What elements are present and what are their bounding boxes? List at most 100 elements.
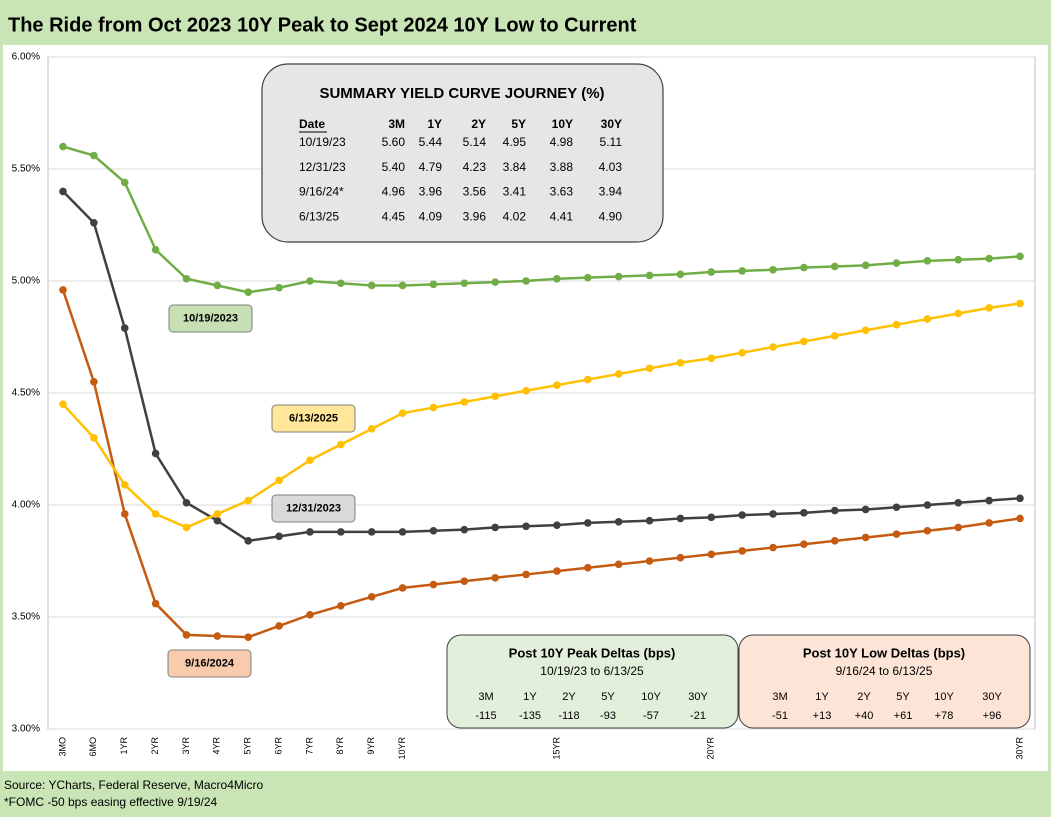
- series-point: [892, 259, 901, 267]
- delta-value: +13: [813, 710, 832, 722]
- series-point: [90, 151, 98, 160]
- series-point: [800, 540, 808, 548]
- series-point: [120, 324, 129, 332]
- series-point: [614, 370, 623, 378]
- summary-cell: 5.11: [600, 135, 623, 149]
- series-line: [62, 145, 1021, 294]
- series-point: [491, 574, 499, 582]
- summary-cell: 4.23: [463, 160, 487, 174]
- series-point: [645, 271, 654, 280]
- series-point: [367, 528, 376, 536]
- series-point: [769, 266, 777, 274]
- series-point: [306, 456, 314, 465]
- series-point: [275, 622, 283, 630]
- series-point: [491, 278, 499, 286]
- series-point: [59, 142, 67, 151]
- series-point: [954, 255, 963, 264]
- summary-cell: 9/16/24*: [299, 185, 344, 199]
- series-point: [861, 533, 870, 542]
- delta-value: -118: [558, 710, 579, 722]
- series-point: [645, 364, 654, 373]
- source-note: Source: YCharts, Federal Reserve, Macro4…: [4, 778, 264, 792]
- series-point: [244, 537, 253, 545]
- series-label-box: [271, 404, 356, 433]
- series-point: [707, 550, 716, 559]
- summary-header: 1Y: [427, 117, 442, 131]
- delta-header: 5Y: [601, 691, 615, 703]
- y-tick-label: 3.50%: [12, 612, 40, 623]
- summary-cell: 4.03: [599, 160, 623, 174]
- x-tick-label: 6YR: [273, 737, 283, 755]
- series-point: [367, 593, 376, 601]
- delta-value: +78: [935, 710, 954, 722]
- series-point: [954, 523, 963, 532]
- series-point: [90, 378, 98, 386]
- summary-cell: 4.02: [503, 209, 527, 223]
- summary-cell: 3.96: [463, 209, 487, 223]
- series-point: [120, 510, 129, 518]
- series-point: [676, 553, 685, 562]
- summary-cell: 12/31/23: [299, 160, 346, 174]
- series-point: [676, 358, 685, 367]
- summary-header: 10Y: [552, 117, 573, 131]
- delta-header: 3M: [772, 691, 787, 703]
- delta-value: -57: [643, 710, 659, 722]
- summary-cell: 5.14: [463, 135, 487, 149]
- summary-cell: 4.41: [550, 209, 574, 223]
- summary-cell: 4.09: [419, 209, 443, 223]
- x-tick-label: 8YR: [335, 737, 345, 755]
- series-point: [275, 283, 283, 292]
- delta-header: 2Y: [562, 691, 576, 703]
- series-point: [522, 522, 530, 531]
- summary-cell: 5.60: [382, 135, 406, 149]
- x-tick-label: 2YR: [150, 737, 160, 755]
- series-point: [337, 528, 345, 536]
- delta-value: +40: [855, 710, 874, 722]
- series-point: [522, 277, 530, 285]
- series-point: [337, 279, 345, 288]
- series-point: [553, 274, 561, 283]
- series-point: [584, 563, 592, 572]
- summary-cell: 3.88: [550, 160, 574, 174]
- series-point: [800, 509, 808, 517]
- series-point: [892, 320, 901, 329]
- series-label-box: [167, 649, 252, 678]
- series-point: [676, 270, 685, 279]
- series-point: [707, 513, 716, 522]
- summary-title: SUMMARY YIELD CURVE JOURNEY (%): [319, 85, 604, 102]
- delta-box: [738, 634, 1031, 729]
- x-tick-label: 4YR: [212, 737, 222, 755]
- series-point: [830, 332, 839, 340]
- y-tick-label: 5.50%: [12, 164, 40, 175]
- summary-cell: 6/13/25: [299, 209, 339, 223]
- series-point: [120, 481, 129, 489]
- summary-header: 3M: [388, 117, 405, 131]
- x-tick-label: 30YR: [1014, 737, 1024, 760]
- footnote: *FOMC -50 bps easing effective 9/19/24: [4, 795, 218, 809]
- delta-title: Post 10Y Peak Deltas (bps): [509, 645, 676, 660]
- delta-subtitle: 10/19/23 to 6/13/25: [540, 664, 644, 678]
- series-point: [830, 537, 839, 545]
- series-point: [213, 510, 222, 518]
- series-point: [769, 343, 777, 351]
- series-point: [151, 599, 160, 608]
- series-point: [584, 273, 592, 282]
- series-point: [584, 375, 592, 384]
- series-point: [367, 425, 376, 433]
- series-point: [244, 496, 253, 505]
- series-point: [429, 580, 438, 589]
- summary-cell: 4.45: [382, 209, 406, 223]
- series-label: 10/19/2023: [183, 312, 238, 324]
- series-point: [244, 288, 253, 297]
- series-point: [306, 528, 314, 536]
- series-point: [769, 543, 777, 552]
- series-point: [1016, 514, 1024, 523]
- series-point: [892, 530, 901, 538]
- x-tick-label: 3YR: [181, 737, 191, 755]
- summary-cell: 10/19/23: [299, 135, 346, 149]
- series-point: [398, 409, 407, 417]
- series-point: [954, 498, 963, 507]
- series-point: [923, 501, 932, 509]
- series-point: [460, 525, 469, 534]
- delta-value: +61: [894, 710, 913, 722]
